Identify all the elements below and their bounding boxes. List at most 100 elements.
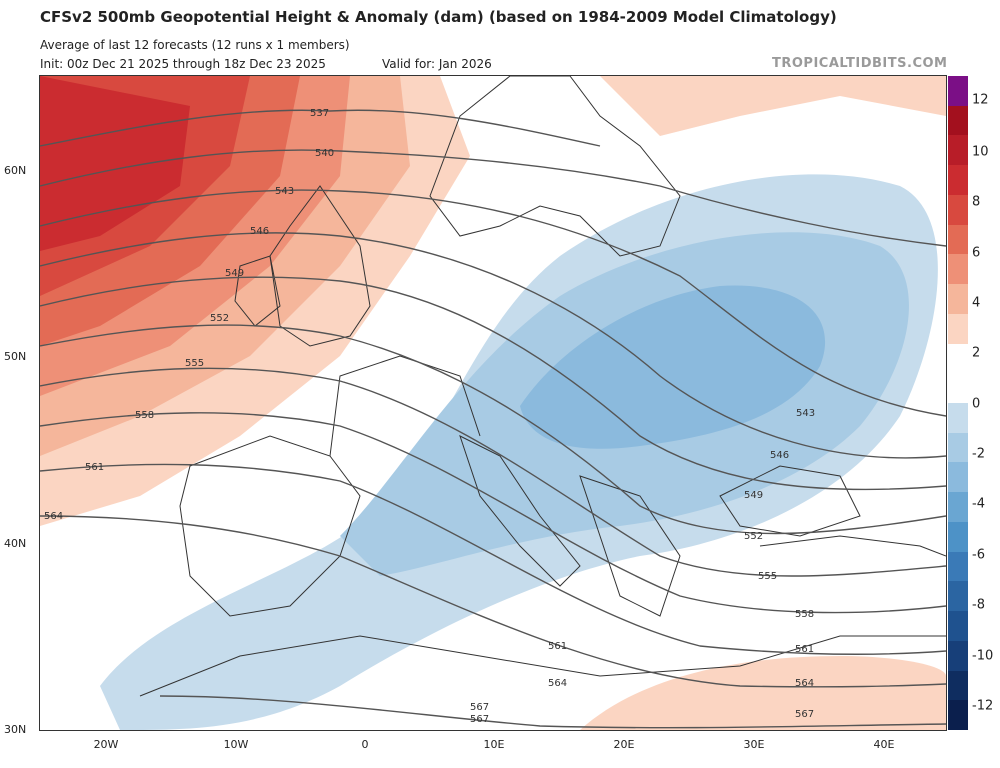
contour-label-east-561: 561 <box>795 644 814 655</box>
map-panel: 537 540 543 546 549 552 555 558 561 564 … <box>39 75 947 731</box>
colorbar-label-neg2: -2 <box>972 446 985 462</box>
colorbar-label-neg6: -6 <box>972 547 985 563</box>
colorbar-label-0: 0 <box>972 396 981 412</box>
contour-label-east-549: 549 <box>744 490 763 501</box>
colorbar-swatch <box>948 106 968 135</box>
coast-ireland <box>234 255 281 327</box>
colorbar-label-neg8: -8 <box>972 597 985 613</box>
contour-label-540: 540 <box>315 148 334 159</box>
coast-turkey <box>759 535 946 557</box>
colorbar-label-neg10: -10 <box>972 648 994 664</box>
colorbar-swatch <box>948 225 968 254</box>
contour-label-561: 561 <box>85 462 104 473</box>
colorbar-swatch <box>948 284 968 314</box>
colorbar-swatch <box>948 492 968 522</box>
contour-546 <box>40 232 946 459</box>
colorbar-swatch <box>948 462 968 492</box>
colorbar-swatch <box>948 195 968 225</box>
coast-iberia <box>179 435 361 617</box>
contour-552 <box>40 324 946 535</box>
colorbar-label-4: 4 <box>972 295 981 311</box>
contour-label-546: 546 <box>250 226 269 237</box>
contour-label-543: 543 <box>275 186 294 197</box>
anomaly-pos-ne <box>600 76 946 136</box>
colorbar-swatch <box>948 403 968 433</box>
coast-italy <box>459 435 581 587</box>
contour-label-east-558: 558 <box>795 609 814 620</box>
coast-black-sea <box>719 465 861 537</box>
contour-label-555: 555 <box>185 358 204 369</box>
colorbar-swatch <box>948 641 968 671</box>
contour-label-537: 537 <box>310 108 329 119</box>
contour-label-east-564: 564 <box>795 678 814 689</box>
lon-label-0: 0 <box>361 738 369 751</box>
lat-label-50n: 50N <box>4 350 27 363</box>
colorbar-label-2: 2 <box>972 345 981 361</box>
contour-label-east-546: 546 <box>770 450 789 461</box>
lat-label-40n: 40N <box>4 537 27 550</box>
contour-label-mid-564: 564 <box>548 678 567 689</box>
contour-label-564: 564 <box>44 511 63 522</box>
coast-france <box>329 355 481 457</box>
contour-label-east-567: 567 <box>795 709 814 720</box>
colorbar-swatch <box>948 165 968 195</box>
lon-label-20e: 20E <box>613 738 635 751</box>
contour-label-east-552: 552 <box>744 531 763 542</box>
colorbar-swatch <box>948 700 968 730</box>
colorbar-label-neg12: -12 <box>972 698 994 714</box>
contour-label-567: 567 <box>470 714 489 725</box>
coast-balkans <box>579 475 681 617</box>
contour-label-mid-567: 567 <box>470 702 489 713</box>
map-canvas: 537 540 543 546 549 552 555 558 561 564 … <box>40 76 946 730</box>
colorbar-swatch <box>948 522 968 552</box>
colorbar-swatch <box>948 344 968 373</box>
contour-555 <box>40 367 946 577</box>
contour-label-mid-561: 561 <box>548 641 567 652</box>
contour-567 <box>159 695 946 729</box>
coast-britain <box>269 185 371 347</box>
colorbar-label-10: 10 <box>972 144 989 160</box>
contour-label-549: 549 <box>225 268 244 279</box>
lon-label-10e: 10E <box>483 738 505 751</box>
colorbar-label-8: 8 <box>972 194 981 210</box>
contour-label-558: 558 <box>135 410 154 421</box>
contour-label-552: 552 <box>210 313 229 324</box>
contour-564 <box>40 515 946 688</box>
anomaly-pos-6 <box>40 76 190 251</box>
lat-label-30n: 30N <box>4 723 27 736</box>
colorbar-label-6: 6 <box>972 245 981 261</box>
anomaly-pos-se <box>580 656 946 730</box>
coast-north-africa <box>139 635 946 697</box>
colorbar-label-12: 12 <box>972 92 989 108</box>
map-title: CFSv2 500mb Geopotential Height & Anomal… <box>40 8 837 26</box>
contour-540 <box>40 149 946 247</box>
coast-scandinavia <box>429 76 681 257</box>
contour-558 <box>40 412 946 614</box>
colorbar-swatch <box>948 611 968 641</box>
colorbar-swatch <box>948 433 968 462</box>
lat-label-60n: 60N <box>4 164 27 177</box>
init-time: Init: 00z Dec 21 2025 through 18z Dec 23… <box>40 57 326 71</box>
colorbar-swatch <box>948 671 968 700</box>
valid-time: Valid for: Jan 2026 <box>382 57 492 71</box>
colorbar <box>948 76 968 730</box>
contour-label-east-543: 543 <box>796 408 815 419</box>
map-subtitle: Average of last 12 forecasts (12 runs x … <box>40 38 350 52</box>
lon-label-40e: 40E <box>873 738 895 751</box>
contour-549 <box>40 276 946 491</box>
brand-watermark: TROPICALTIDBITS.COM <box>772 56 948 71</box>
contour-537 <box>40 109 601 147</box>
contour-543 <box>40 189 946 417</box>
lon-label-20w: 20W <box>93 738 119 751</box>
height-contours <box>40 109 946 729</box>
colorbar-swatch <box>948 135 968 165</box>
colorbar-swatch <box>948 373 968 403</box>
colorbar-swatch <box>948 314 968 344</box>
colorbar-label-neg4: -4 <box>972 496 985 512</box>
lon-label-30e: 30E <box>743 738 765 751</box>
colorbar-swatch <box>948 254 968 284</box>
colorbar-swatch <box>948 76 968 106</box>
contour-561 <box>40 463 946 655</box>
anomaly-neg-3 <box>520 285 826 449</box>
contour-label-east-555: 555 <box>758 571 777 582</box>
